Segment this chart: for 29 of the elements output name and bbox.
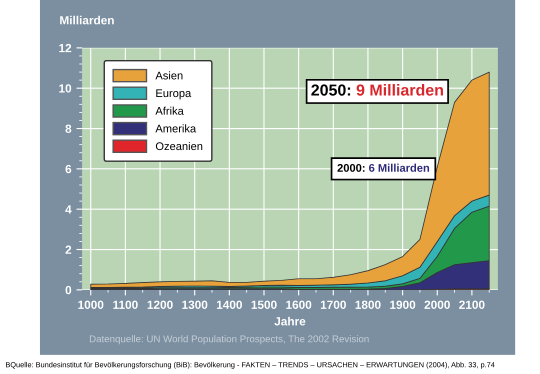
legend-label: Afrika — [155, 106, 184, 115]
x-tick-label: 1400 — [216, 300, 242, 309]
annotation: 2050: 9 Milliarden — [311, 84, 443, 96]
x-tick-label: 1700 — [320, 300, 346, 309]
legend-label: Ozeanien — [156, 142, 202, 150]
y-tick-label: 8 — [65, 124, 72, 133]
y-tick-label: 2 — [66, 246, 72, 254]
x-tick-label: 2100 — [459, 300, 485, 309]
y-tick-label: 10 — [59, 84, 72, 93]
x-tick-label: 1800 — [356, 300, 381, 309]
x-tick-label: 1900 — [390, 300, 416, 309]
x-tick-label: 1000 — [78, 300, 104, 309]
text: Datenquelle: UN World Population Prospects, The 2002 Revision — [90, 335, 369, 344]
x-tick-label: 1200 — [148, 300, 173, 309]
legend-label: Asien — [155, 71, 182, 80]
x-tick-label: 2000 — [424, 300, 450, 309]
annotation: 2000: 6 Milliarden — [338, 164, 430, 172]
x-axis-title: Jahre — [274, 316, 306, 326]
y-tick-label: 4 — [65, 205, 72, 214]
y-tick-label: 6 — [66, 164, 72, 174]
x-tick-label: 1500 — [252, 300, 277, 309]
x-tick-label: 1100 — [113, 300, 138, 309]
legend-label: Amerika — [155, 124, 196, 132]
y-tick-label: 0 — [66, 286, 72, 294]
legend-label: Europa — [156, 89, 192, 100]
x-tick-label: 1300 — [182, 300, 208, 309]
y-axis-title: Milliarden — [60, 16, 114, 24]
y-tick-label: 12 — [59, 44, 72, 52]
x-tick-label: 1600 — [286, 300, 312, 309]
